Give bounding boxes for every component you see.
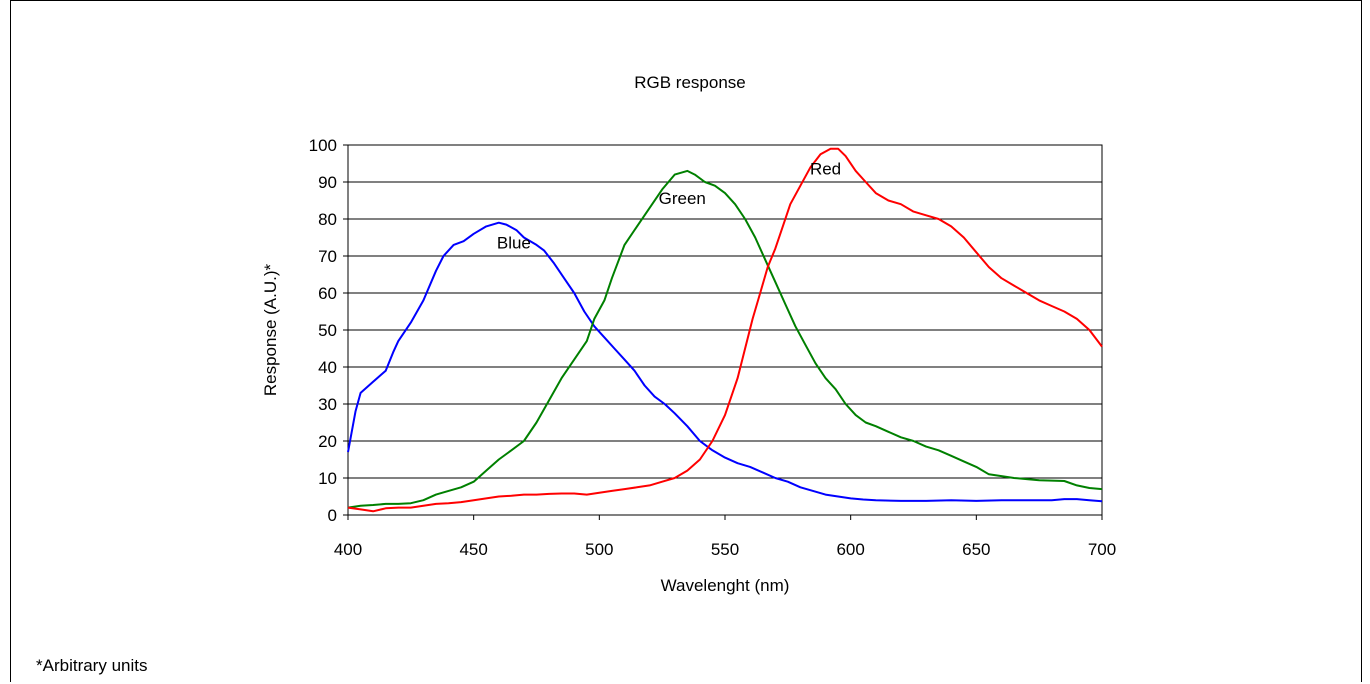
y-tick-label: 90	[318, 173, 337, 192]
x-tick-label: 500	[585, 540, 613, 559]
footnote: *Arbitrary units	[36, 656, 148, 675]
series-line-blue	[347, 221, 1103, 503]
y-tick-label: 60	[318, 284, 337, 303]
x-tick-label: 450	[459, 540, 487, 559]
series-lines	[347, 147, 1103, 513]
series-annotation-blue: Blue	[497, 234, 531, 253]
y-tick-label: 100	[309, 136, 337, 155]
y-axis-label: Response (A.U.)*	[261, 263, 280, 396]
chart-frame	[10, 0, 1362, 682]
x-tick-label: 550	[711, 540, 739, 559]
series-line-red	[347, 147, 1103, 513]
y-tick-label: 70	[318, 247, 337, 266]
series-annotation-red: Red	[810, 160, 841, 179]
y-tick-label: 10	[318, 469, 337, 488]
gridlines	[348, 144, 1102, 516]
y-tick-label: 30	[318, 395, 337, 414]
y-tick-label: 80	[318, 210, 337, 229]
series-line-green	[347, 169, 1103, 509]
y-tick-label: 40	[318, 358, 337, 377]
chart-title: RGB response	[634, 73, 746, 92]
series-annotations: Blue Green Red	[497, 160, 841, 253]
series-annotation-green: Green	[659, 189, 706, 208]
x-tick-label: 600	[836, 540, 864, 559]
x-tick-label: 650	[962, 540, 990, 559]
x-axis-label: Wavelenght (nm)	[661, 576, 790, 595]
y-tick-label: 50	[318, 321, 337, 340]
y-tick-label: 20	[318, 432, 337, 451]
axis-ticks: 0 10 20 30 40 50 60 70 80 90 100 400 450 500 550 600 650…	[309, 136, 1117, 559]
x-tick-label: 400	[334, 540, 362, 559]
x-tick-label: 700	[1088, 540, 1116, 559]
y-tick-label: 0	[328, 506, 337, 525]
